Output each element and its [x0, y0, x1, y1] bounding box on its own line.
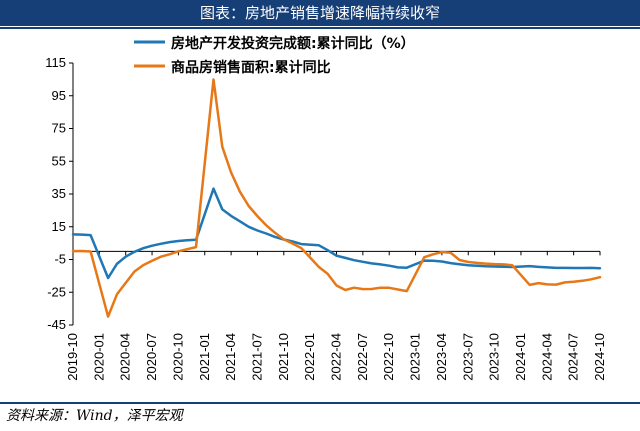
- x-tick-label: 2023-07: [460, 333, 475, 381]
- x-axis: 2019-10 2020-01 2020-04 2020-07 2020-10 2021-…: [65, 250, 607, 381]
- y-tick-label: 75: [52, 121, 66, 136]
- x-tick-label: 2023-04: [434, 333, 449, 381]
- x-tick-label: 2022-01: [302, 333, 317, 381]
- x-tick-label: 2021-01: [197, 333, 212, 381]
- x-tick-label: 2020-07: [144, 333, 159, 381]
- source-note: 资料来源：Wind，泽平宏观: [6, 408, 183, 424]
- x-tick-label: 2022-07: [355, 333, 370, 381]
- x-tick-label: 2022-04: [329, 333, 344, 381]
- footer-divider: [0, 402, 640, 404]
- x-tick-label: 2020-10: [170, 333, 185, 381]
- y-tick-label: -25: [47, 284, 66, 299]
- x-tick-label: 2021-07: [249, 333, 264, 381]
- x-tick-label: 2023-01: [408, 333, 423, 381]
- x-tick-label: 2022-10: [381, 333, 396, 381]
- x-tick-label: 2021-10: [276, 333, 291, 381]
- series-line-investment: [71, 187, 602, 280]
- x-tick-label: 2024-10: [592, 333, 607, 381]
- chart-title: 图表：房地产销售增速降幅持续收窄: [0, 0, 640, 26]
- line-chart: 房地产开发投资完成额:累计同比（%） 商品房销售面积:累计同比 115 95 75 5…: [45, 35, 607, 381]
- legend: 房地产开发投资完成额:累计同比（%） 商品房销售面积:累计同比: [134, 35, 415, 76]
- y-tick-label: 55: [52, 153, 66, 168]
- y-tick-label: -5: [54, 252, 66, 267]
- series-line-sales-area: [71, 78, 602, 318]
- x-tick-label: 2020-04: [118, 333, 133, 381]
- y-tick-label: 35: [52, 186, 66, 201]
- title-divider: [0, 27, 640, 29]
- y-axis: 115 95 75 55 35 15 -5 -25 -45: [45, 55, 74, 332]
- x-tick-label: 2024-04: [539, 333, 554, 381]
- legend-label-sales-area: 商品房销售面积:累计同比: [171, 59, 331, 76]
- legend-label-investment: 房地产开发投资完成额:累计同比（%）: [171, 35, 415, 52]
- y-tick-label: -45: [47, 317, 66, 332]
- y-tick-label: 15: [52, 219, 66, 234]
- y-tick-label: 115: [45, 55, 66, 70]
- y-tick-label: 95: [52, 88, 66, 103]
- x-tick-label: 2024-01: [513, 333, 528, 381]
- series-layer: [71, 78, 602, 318]
- x-tick-label: 2021-04: [223, 333, 238, 381]
- x-tick-label: 2023-10: [487, 333, 502, 381]
- x-tick-label: 2020-01: [91, 333, 106, 381]
- x-tick-label: 2024-07: [566, 333, 581, 381]
- x-tick-label: 2019-10: [65, 333, 80, 381]
